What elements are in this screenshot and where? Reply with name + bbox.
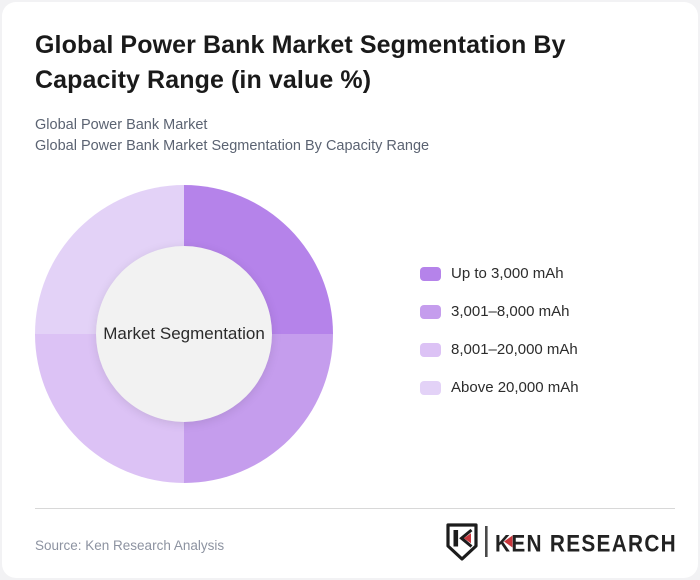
page-title: Global Power Bank Market Segmentation By… xyxy=(35,31,566,94)
logo-k-accent xyxy=(504,535,513,548)
donut-center-label: Market Segmentation xyxy=(103,324,265,343)
legend-swatch xyxy=(420,342,441,357)
logo-separator xyxy=(485,526,488,557)
legend-label: Above 20,000 mAh xyxy=(451,379,579,396)
legend-swatch xyxy=(420,380,441,395)
subtitle-market: Global Power Bank Market xyxy=(35,117,208,133)
legend-swatch xyxy=(420,266,441,281)
footer-divider xyxy=(35,508,675,509)
source-text: Source: Ken Research Analysis xyxy=(35,538,225,553)
legend-swatch xyxy=(420,304,441,319)
legend-label: 3,001–8,000 mAh xyxy=(451,303,570,320)
legend-item: 3,001–8,000 mAh xyxy=(420,303,579,320)
subtitle-segmentation: Global Power Bank Market Segmentation By… xyxy=(35,138,430,154)
legend-item: Up to 3,000 mAh xyxy=(420,265,579,282)
legend-item: Above 20,000 mAh xyxy=(420,379,579,396)
legend-label: 8,001–20,000 mAh xyxy=(451,341,578,358)
donut-chart: Market Segmentation xyxy=(35,185,333,483)
ken-research-logo: KEN RESEARCH xyxy=(444,521,682,563)
chart-legend: Up to 3,000 mAh 3,001–8,000 mAh 8,001–20… xyxy=(420,265,579,396)
shield-k-icon xyxy=(446,523,478,561)
legend-item: 8,001–20,000 mAh xyxy=(420,341,579,358)
logo-wordmark: KEN RESEARCH xyxy=(495,531,677,558)
legend-label: Up to 3,000 mAh xyxy=(451,265,564,282)
donut-center: Market Segmentation xyxy=(96,246,272,422)
